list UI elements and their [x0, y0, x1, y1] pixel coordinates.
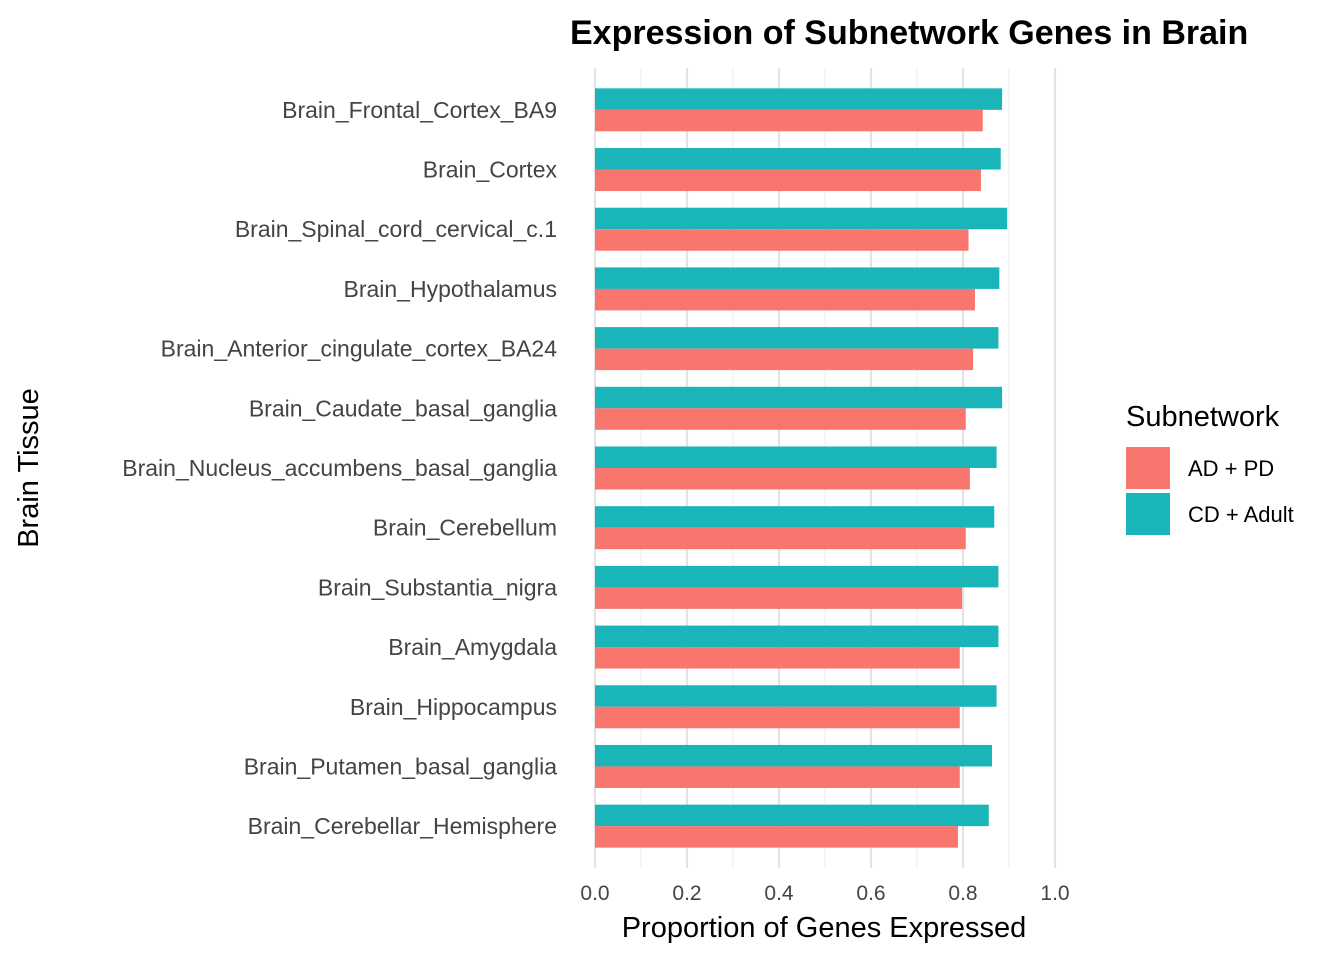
bar-cd-adult: [595, 267, 1000, 289]
bar-cd-adult: [595, 744, 992, 767]
category-label: Brain_Hypothalamus: [343, 276, 557, 302]
bar-cd-adult: [595, 446, 997, 468]
x-tick-label: 0.4: [764, 882, 794, 905]
bar-cd-adult: [595, 88, 1003, 110]
bar-cd-adult: [595, 565, 999, 588]
chart-title: Expression of Subnetwork Genes in Brain: [570, 14, 1248, 52]
bar-ad-pd: [595, 288, 975, 311]
bar-ad-pd: [595, 408, 966, 430]
bar-cd-adult: [595, 148, 1001, 170]
category-label: Brain_Frontal_Cortex_BA9: [282, 97, 557, 123]
x-tick-label: 0.8: [948, 882, 977, 905]
x-tick-label: 0.0: [580, 882, 609, 905]
bar-ad-pd: [595, 766, 960, 788]
bar-cd-adult: [595, 386, 1003, 409]
legend-title: Subnetwork: [1126, 401, 1280, 433]
bar-ad-pd: [595, 587, 963, 609]
category-label: Brain_Nucleus_accumbens_basal_ganglia: [122, 455, 557, 481]
bar-ad-pd: [595, 706, 960, 729]
category-label: Brain_Substantia_nigra: [318, 574, 557, 600]
bar-ad-pd: [595, 169, 981, 192]
bar-ad-pd: [595, 229, 969, 251]
legend-label: AD + PD: [1188, 456, 1274, 481]
bar-ad-pd: [595, 527, 966, 550]
legend-swatch: [1126, 493, 1170, 535]
x-tick-label: 1.0: [1040, 882, 1069, 905]
bar-cd-adult: [595, 327, 999, 349]
x-tick-label: 0.2: [672, 882, 701, 905]
bar-ad-pd: [595, 826, 958, 848]
bar-ad-pd: [595, 647, 960, 669]
x-axis-title: Proportion of Genes Expressed: [622, 912, 1027, 944]
bar-cd-adult: [595, 506, 995, 528]
x-tick-labels: 0.0 0.2 0.4 0.6 0.8 1.0: [580, 882, 1069, 905]
legend: Subnetwork AD + PD CD + Adult: [1126, 401, 1294, 535]
bar-cd-adult: [595, 207, 1008, 230]
bar-cd-adult: [595, 625, 999, 648]
bars-group: [595, 88, 1008, 848]
bar-cd-adult: [595, 804, 989, 827]
bar-ad-pd: [595, 468, 970, 490]
category-label: Brain_Cortex: [423, 157, 558, 183]
legend-swatch: [1126, 447, 1170, 489]
bar-ad-pd: [595, 109, 983, 132]
category-label: Brain_Spinal_cord_cervical_c.1: [235, 216, 557, 242]
category-label: Brain_Putamen_basal_ganglia: [244, 753, 557, 779]
category-labels: Brain_Frontal_Cortex_BA9 Brain_Cortex Brai…: [122, 97, 557, 839]
category-label: Brain_Hippocampus: [350, 694, 557, 720]
category-label: Brain_Cerebellum: [373, 515, 557, 541]
bar-cd-adult: [595, 685, 997, 707]
y-axis-title: Brain Tissue: [13, 388, 45, 548]
x-tick-label: 0.6: [856, 882, 885, 905]
category-label: Brain_Anterior_cingulate_cortex_BA24: [161, 336, 558, 362]
legend-label: CD + Adult: [1188, 502, 1294, 527]
category-label: Brain_Amygdala: [388, 634, 557, 660]
category-label: Brain_Cerebellar_Hemisphere: [248, 813, 557, 839]
category-label: Brain_Caudate_basal_ganglia: [249, 395, 557, 421]
bar-ad-pd: [595, 348, 974, 371]
